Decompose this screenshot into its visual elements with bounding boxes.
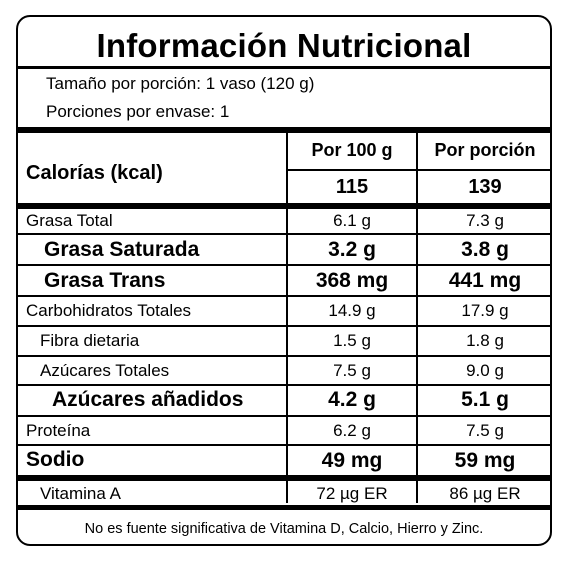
calories-per-serving: 139 xyxy=(468,176,502,198)
row-divider xyxy=(18,384,550,386)
nutrient-value-per-100g: 368 mg xyxy=(315,269,389,292)
nutrient-value-per-serving: 7.3 g xyxy=(466,211,504,230)
footer-divider xyxy=(18,505,550,510)
calories-label: Calorías (kcal) xyxy=(26,162,163,184)
nutrient-value-per-serving: 17.9 g xyxy=(461,301,509,320)
column-header-per-serving: Por porción xyxy=(434,140,536,160)
label-title: Información Nutricional xyxy=(96,27,472,64)
row-divider xyxy=(18,264,550,266)
nutrient-label: Azúcares Totales xyxy=(40,361,170,380)
title-divider xyxy=(18,66,550,69)
sodium-divider xyxy=(18,475,550,481)
nutrient-value-per-serving: 5.1 g xyxy=(461,388,509,411)
row-divider xyxy=(18,295,550,297)
nutrient-value-per-serving: 7.5 g xyxy=(466,421,504,440)
serving-divider xyxy=(18,127,550,133)
nutrient-value-per-serving: 9.0 g xyxy=(466,361,504,380)
vitamin-value-per-100g: 72 µg ER xyxy=(316,484,388,503)
nutrient-value-per-100g: 3.2 g xyxy=(328,238,376,261)
header-divider xyxy=(286,169,550,171)
nutrient-label: Fibra dietaria xyxy=(40,331,140,350)
row-divider xyxy=(18,444,550,446)
nutrient-value-per-100g: 7.5 g xyxy=(333,361,371,380)
row-divider xyxy=(18,233,550,235)
nutrient-value-per-100g: 6.2 g xyxy=(333,421,371,440)
column-divider-1 xyxy=(286,133,288,503)
column-divider-2 xyxy=(416,133,418,503)
serving-size: Tamaño por porción: 1 vaso (120 g) xyxy=(46,74,315,93)
vitamin-label: Vitamina A xyxy=(40,484,121,503)
nutrient-label: Grasa Total xyxy=(26,211,113,230)
row-divider xyxy=(18,415,550,417)
column-header-per-100g: Por 100 g xyxy=(311,140,393,160)
nutrient-label: Grasa Trans xyxy=(44,269,166,292)
vitamin-value-per-serving: 86 µg ER xyxy=(449,484,521,503)
nutrient-label: Grasa Saturada xyxy=(44,238,200,261)
nutrient-label: Proteína xyxy=(26,421,91,440)
nutrient-label: Azúcares añadidos xyxy=(52,388,244,411)
nutrient-value-per-serving: 3.8 g xyxy=(461,238,509,261)
calories-divider xyxy=(18,203,550,209)
nutrition-facts-label: Información Nutricional Tamaño por porci… xyxy=(16,15,552,546)
nutrient-value-per-serving: 1.8 g xyxy=(466,331,504,350)
nutrient-label: Carbohidratos Totales xyxy=(26,301,192,320)
row-divider xyxy=(18,355,550,357)
nutrient-label: Sodio xyxy=(26,448,85,471)
nutrient-value-per-100g: 6.1 g xyxy=(333,211,371,230)
nutrient-value-per-100g: 4.2 g xyxy=(328,388,376,411)
footer-note: No es fuente significativa de Vitamina D… xyxy=(84,521,484,537)
nutrient-value-per-100g: 14.9 g xyxy=(328,301,376,320)
row-divider xyxy=(18,325,550,327)
servings-per-container: Porciones por envase: 1 xyxy=(46,102,230,121)
nutrient-value-per-100g: 1.5 g xyxy=(333,331,371,350)
nutrient-value-per-serving: 59 mg xyxy=(454,449,516,472)
nutrient-value-per-serving: 441 mg xyxy=(448,269,522,292)
nutrient-value-per-100g: 49 mg xyxy=(321,449,383,472)
calories-per-100g: 115 xyxy=(335,176,369,198)
